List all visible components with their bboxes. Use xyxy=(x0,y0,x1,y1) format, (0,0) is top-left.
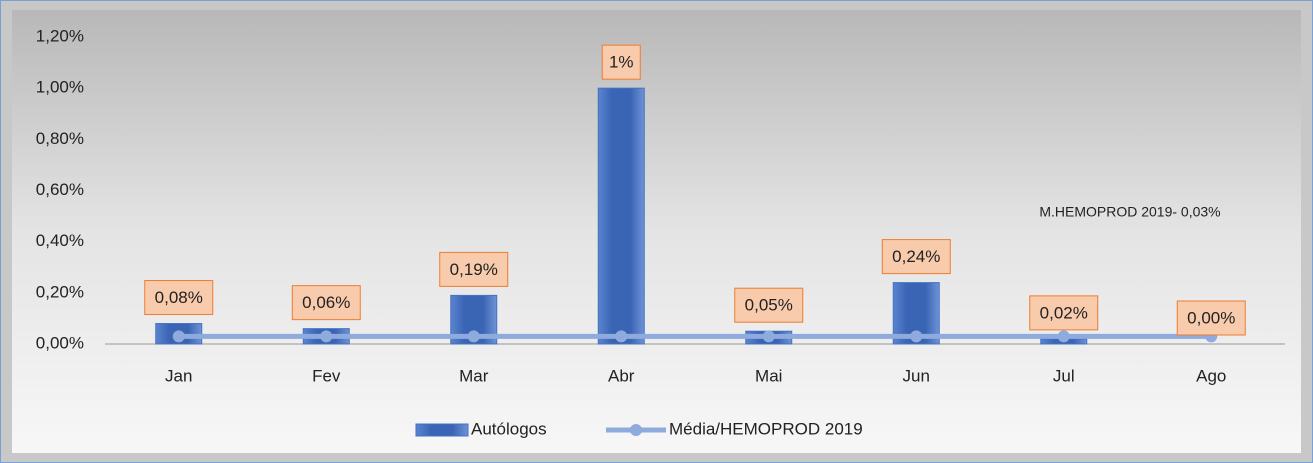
x-tick-label: Jan xyxy=(165,366,192,385)
data-label-box xyxy=(144,280,214,316)
y-tick-label: 1,20% xyxy=(36,26,84,45)
data-label-box xyxy=(1176,300,1246,336)
data-label-box xyxy=(734,287,804,323)
x-tick-label: Jun xyxy=(903,366,930,385)
x-tick-label: Jul xyxy=(1053,366,1075,385)
legend-swatch xyxy=(630,424,642,436)
annotation: M.HEMOPROD 2019- 0,03% xyxy=(1039,204,1220,220)
data-label: 0,05% xyxy=(745,296,793,315)
data-label: 0,02% xyxy=(1040,303,1088,322)
x-tick-label: Fev xyxy=(312,366,341,385)
legend-label: Autólogos xyxy=(471,419,547,438)
line-marker xyxy=(910,330,923,343)
line-marker xyxy=(467,330,480,343)
x-tick-label: Abr xyxy=(608,366,635,385)
line-marker xyxy=(172,330,185,343)
y-tick-label: 0,00% xyxy=(36,333,84,352)
data-label-box xyxy=(439,251,509,287)
data-label: 0,00% xyxy=(1187,308,1235,327)
data-label-box xyxy=(881,239,951,275)
y-tick-label: 1,00% xyxy=(36,78,84,97)
data-label-box xyxy=(291,285,361,321)
y-tick-label: 0,60% xyxy=(36,180,84,199)
line-marker xyxy=(1057,330,1070,343)
line-marker xyxy=(320,330,333,343)
data-label: 0,24% xyxy=(892,247,940,266)
bar xyxy=(597,87,645,345)
data-label: 0,19% xyxy=(450,260,498,279)
y-tick-label: 0,40% xyxy=(36,231,84,250)
x-tick-label: Mai xyxy=(755,366,782,385)
data-label: 0,08% xyxy=(155,288,203,307)
line-marker xyxy=(615,330,628,343)
data-label: 0,06% xyxy=(302,293,350,312)
data-label: 1% xyxy=(609,53,634,72)
data-label-box xyxy=(601,44,641,80)
y-tick-label: 0,20% xyxy=(36,282,84,301)
x-tick-label: Mar xyxy=(459,366,489,385)
data-label-box xyxy=(1029,295,1099,331)
plot-background xyxy=(12,10,1301,453)
y-tick-label: 0,80% xyxy=(36,129,84,148)
legend-swatch xyxy=(415,423,469,437)
line-marker xyxy=(762,330,775,343)
legend-label: Média/HEMOPROD 2019 xyxy=(669,419,863,438)
x-tick-label: Ago xyxy=(1196,366,1226,385)
